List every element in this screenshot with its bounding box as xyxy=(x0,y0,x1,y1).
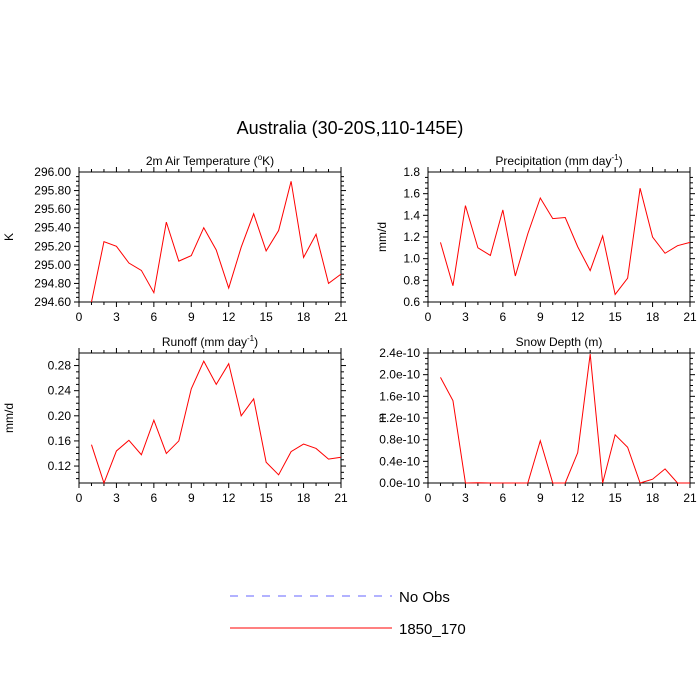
air-temperature-ytick-label: 295.40 xyxy=(34,221,71,235)
snow-depth-y-axis-label: m xyxy=(375,413,389,423)
runoff-xtick-label: 0 xyxy=(76,491,83,505)
snow-depth-panel: Snow Depth (m) 0 3 6 9 12 15 18 21 0.0e-10 0.4e-10… xyxy=(375,335,697,505)
precipitation-y-axis-label: mm/d xyxy=(375,222,389,252)
precipitation-ytick-label: 1.6 xyxy=(403,187,420,201)
runoff-series-line xyxy=(91,360,342,485)
air-temperature-xtick-label: 18 xyxy=(297,310,311,324)
snow-depth-ytick-label: 2.0e-10 xyxy=(379,368,420,382)
air-temperature-title-sup: o xyxy=(258,153,263,162)
snow-depth-xtick-label: 9 xyxy=(537,491,544,505)
runoff-xtick-label: 9 xyxy=(188,491,195,505)
air-temperature-ytick-label: 295.80 xyxy=(34,184,71,198)
precipitation-title-sup: -1 xyxy=(611,153,619,162)
runoff-ytick-label: 0.16 xyxy=(48,434,72,448)
runoff-xtick-label: 21 xyxy=(334,491,348,505)
runoff-plot-frame xyxy=(78,352,342,484)
runoff-xtick-label: 6 xyxy=(151,491,158,505)
air-temperature-title-main: 2m Air Temperature ( xyxy=(146,154,258,168)
precipitation-title: Precipitation (mm day-1) xyxy=(495,153,622,168)
runoff-title-main: Runoff (mm day xyxy=(162,335,247,349)
precipitation-xtick-label: 18 xyxy=(646,310,660,324)
runoff-ytick-label: 0.24 xyxy=(48,384,72,398)
precipitation-xtick-label: 6 xyxy=(500,310,507,324)
runoff-ytick-label: 0.12 xyxy=(48,459,72,473)
air-temperature-ytick-label: 294.80 xyxy=(34,276,71,290)
runoff-y-axis-label: mm/d xyxy=(2,403,16,433)
air-temperature-ytick-label: 295.20 xyxy=(34,239,71,253)
legend: No Obs 1850_170 xyxy=(230,589,466,638)
precipitation-title-tail: ) xyxy=(619,154,623,168)
precipitation-xtick-label: 0 xyxy=(425,310,432,324)
precipitation-xtick-label: 15 xyxy=(608,310,622,324)
air-temperature-xtick-label: 0 xyxy=(76,310,83,324)
precipitation-xtick-label: 9 xyxy=(537,310,544,324)
snow-depth-ytick-label: 0.8e-10 xyxy=(379,433,420,447)
air-temperature-title-tail: K) xyxy=(262,154,274,168)
air-temperature-xtick-label: 9 xyxy=(188,310,195,324)
air-temperature-ytick-label: 295.60 xyxy=(34,202,71,216)
snow-depth-ytick-label: 0.4e-10 xyxy=(379,454,420,468)
runoff-ytick-label: 0.28 xyxy=(48,359,72,373)
air-temperature-series-line xyxy=(90,181,342,303)
runoff-title-sup: -1 xyxy=(247,334,255,343)
air-temperature-plot-frame xyxy=(78,171,342,303)
runoff-xtick-label: 18 xyxy=(297,491,311,505)
air-temperature-xtick-label: 6 xyxy=(151,310,158,324)
air-temperature-xtick-label: 21 xyxy=(334,310,348,324)
precipitation-plot-frame xyxy=(427,171,691,303)
air-temperature-title: 2m Air Temperature (oK) xyxy=(146,153,274,168)
legend-1850-170-label: 1850_170 xyxy=(399,621,466,638)
snow-depth-ytick-label: 2.4e-10 xyxy=(379,346,420,360)
snow-depth-xtick-label: 0 xyxy=(425,491,432,505)
snow-depth-title: Snow Depth (m) xyxy=(516,335,603,349)
precipitation-ytick-label: 0.8 xyxy=(403,273,420,287)
snow-depth-xtick-label: 6 xyxy=(500,491,507,505)
runoff-xtick-label: 3 xyxy=(113,491,120,505)
legend-no-obs-label: No Obs xyxy=(399,589,450,606)
snow-depth-ytick-label: 1.2e-10 xyxy=(379,411,420,425)
runoff-panel: Runoff (mm day-1) 0 3 6 9 12 15 18 21 0.12 0.16 0.2… xyxy=(2,334,348,505)
snow-depth-xtick-label: 12 xyxy=(571,491,585,505)
air-temperature-ytick-label: 295.00 xyxy=(34,258,71,272)
runoff-title-tail: ) xyxy=(254,335,258,349)
figure-title: Australia (30-20S,110-145E) xyxy=(237,118,464,138)
runoff-xtick-label: 12 xyxy=(222,491,236,505)
precipitation-ytick-label: 0.6 xyxy=(403,295,420,309)
precipitation-ytick-label: 1.0 xyxy=(403,252,420,266)
runoff-xtick-label: 15 xyxy=(259,491,273,505)
snow-depth-ytick-label: 1.6e-10 xyxy=(379,389,420,403)
air-temperature-ytick-label: 294.60 xyxy=(34,295,71,309)
precipitation-ytick-label: 1.4 xyxy=(403,208,420,222)
air-temperature-xtick-label: 12 xyxy=(222,310,236,324)
snow-depth-title-main: Snow Depth (m) xyxy=(516,335,603,349)
snow-depth-series-line xyxy=(440,354,690,484)
air-temperature-xtick-label: 3 xyxy=(113,310,120,324)
precipitation-series-line xyxy=(439,188,691,296)
snow-depth-xtick-label: 21 xyxy=(683,491,697,505)
snow-depth-xtick-label: 15 xyxy=(608,491,622,505)
snow-depth-ytick-label: 0.0e-10 xyxy=(379,476,420,490)
precipitation-xtick-label: 12 xyxy=(571,310,585,324)
runoff-ytick-label: 0.20 xyxy=(48,409,72,423)
precipitation-ytick-label: 1.2 xyxy=(403,230,420,244)
air-temperature-y-axis-label: K xyxy=(2,233,16,241)
precipitation-title-main: Precipitation (mm day xyxy=(495,154,611,168)
air-temperature-xtick-label: 15 xyxy=(259,310,273,324)
precipitation-xtick-label: 3 xyxy=(462,310,469,324)
air-temperature-panel: 2m Air Temperature (oK) 0 3 6 9 12 15 18 21 294.6… xyxy=(2,153,348,324)
snow-depth-xtick-label: 3 xyxy=(462,491,469,505)
precipitation-ytick-label: 1.8 xyxy=(403,165,420,179)
air-temperature-ytick-label: 296.00 xyxy=(34,165,71,179)
snow-depth-xtick-label: 18 xyxy=(646,491,660,505)
snow-depth-plot-frame xyxy=(427,352,691,484)
precipitation-xtick-label: 21 xyxy=(683,310,697,324)
runoff-title: Runoff (mm day-1) xyxy=(162,334,258,349)
precipitation-panel: Precipitation (mm day-1) 0 3 6 9 12 15 18 21 0.6 0… xyxy=(375,153,697,324)
